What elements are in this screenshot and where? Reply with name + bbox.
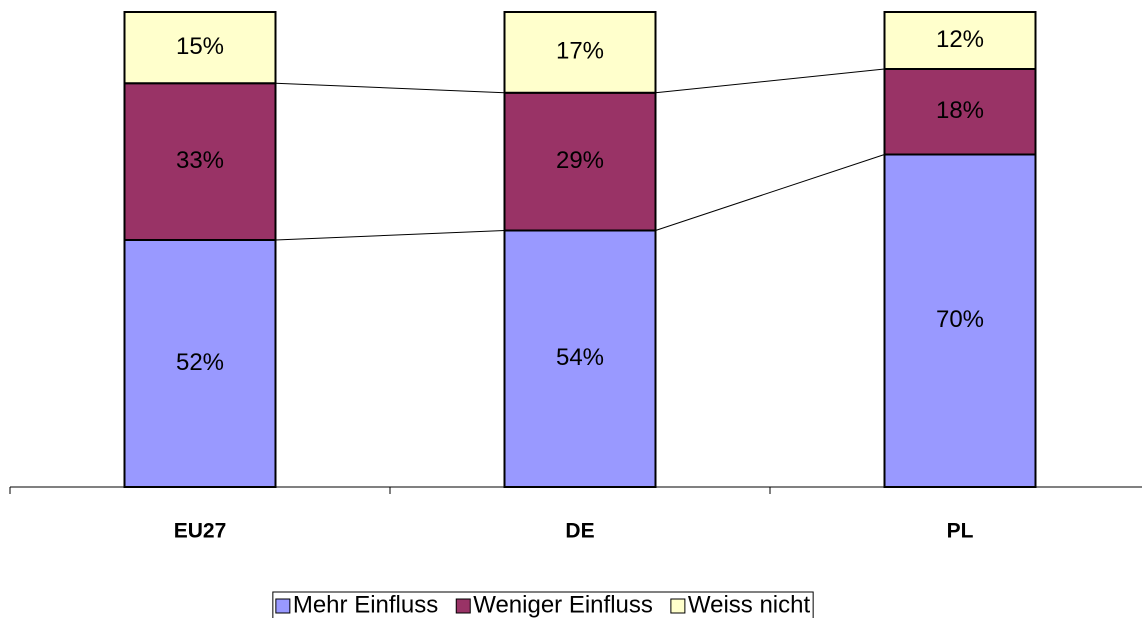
value-label: 29% <box>556 147 604 174</box>
bar-segment <box>883 11 1037 70</box>
x-tick-label: EU27 <box>174 520 227 543</box>
legend-box <box>272 591 814 618</box>
series-line <box>275 82 505 94</box>
bar-segment <box>123 11 277 85</box>
bar-segment <box>503 229 657 488</box>
value-label: 18% <box>936 97 984 124</box>
x-tick-label: PL <box>947 520 974 543</box>
legend-swatch <box>670 598 686 614</box>
value-label: 15% <box>176 33 224 60</box>
value-label: 12% <box>936 26 984 53</box>
bar-segment <box>123 82 277 241</box>
bar-segment <box>123 239 277 488</box>
x-tick-label: DE <box>565 520 594 543</box>
bar-segment <box>883 68 1037 156</box>
value-label: 17% <box>556 38 604 65</box>
value-label: 54% <box>556 344 604 371</box>
legend-swatch <box>275 598 291 614</box>
legend-label: Weniger Einfluss <box>473 591 653 618</box>
bar-segment <box>503 11 657 94</box>
value-label: 70% <box>936 306 984 333</box>
value-label: 33% <box>176 147 224 174</box>
legend-label: Mehr Einfluss <box>293 591 438 618</box>
legend-label: Weiss nicht <box>688 591 811 618</box>
series-line <box>655 68 885 94</box>
series-line <box>275 230 505 241</box>
legend-swatch <box>455 598 471 614</box>
series-line <box>655 154 885 231</box>
bar-segment <box>503 91 657 232</box>
value-label: 52% <box>176 349 224 376</box>
